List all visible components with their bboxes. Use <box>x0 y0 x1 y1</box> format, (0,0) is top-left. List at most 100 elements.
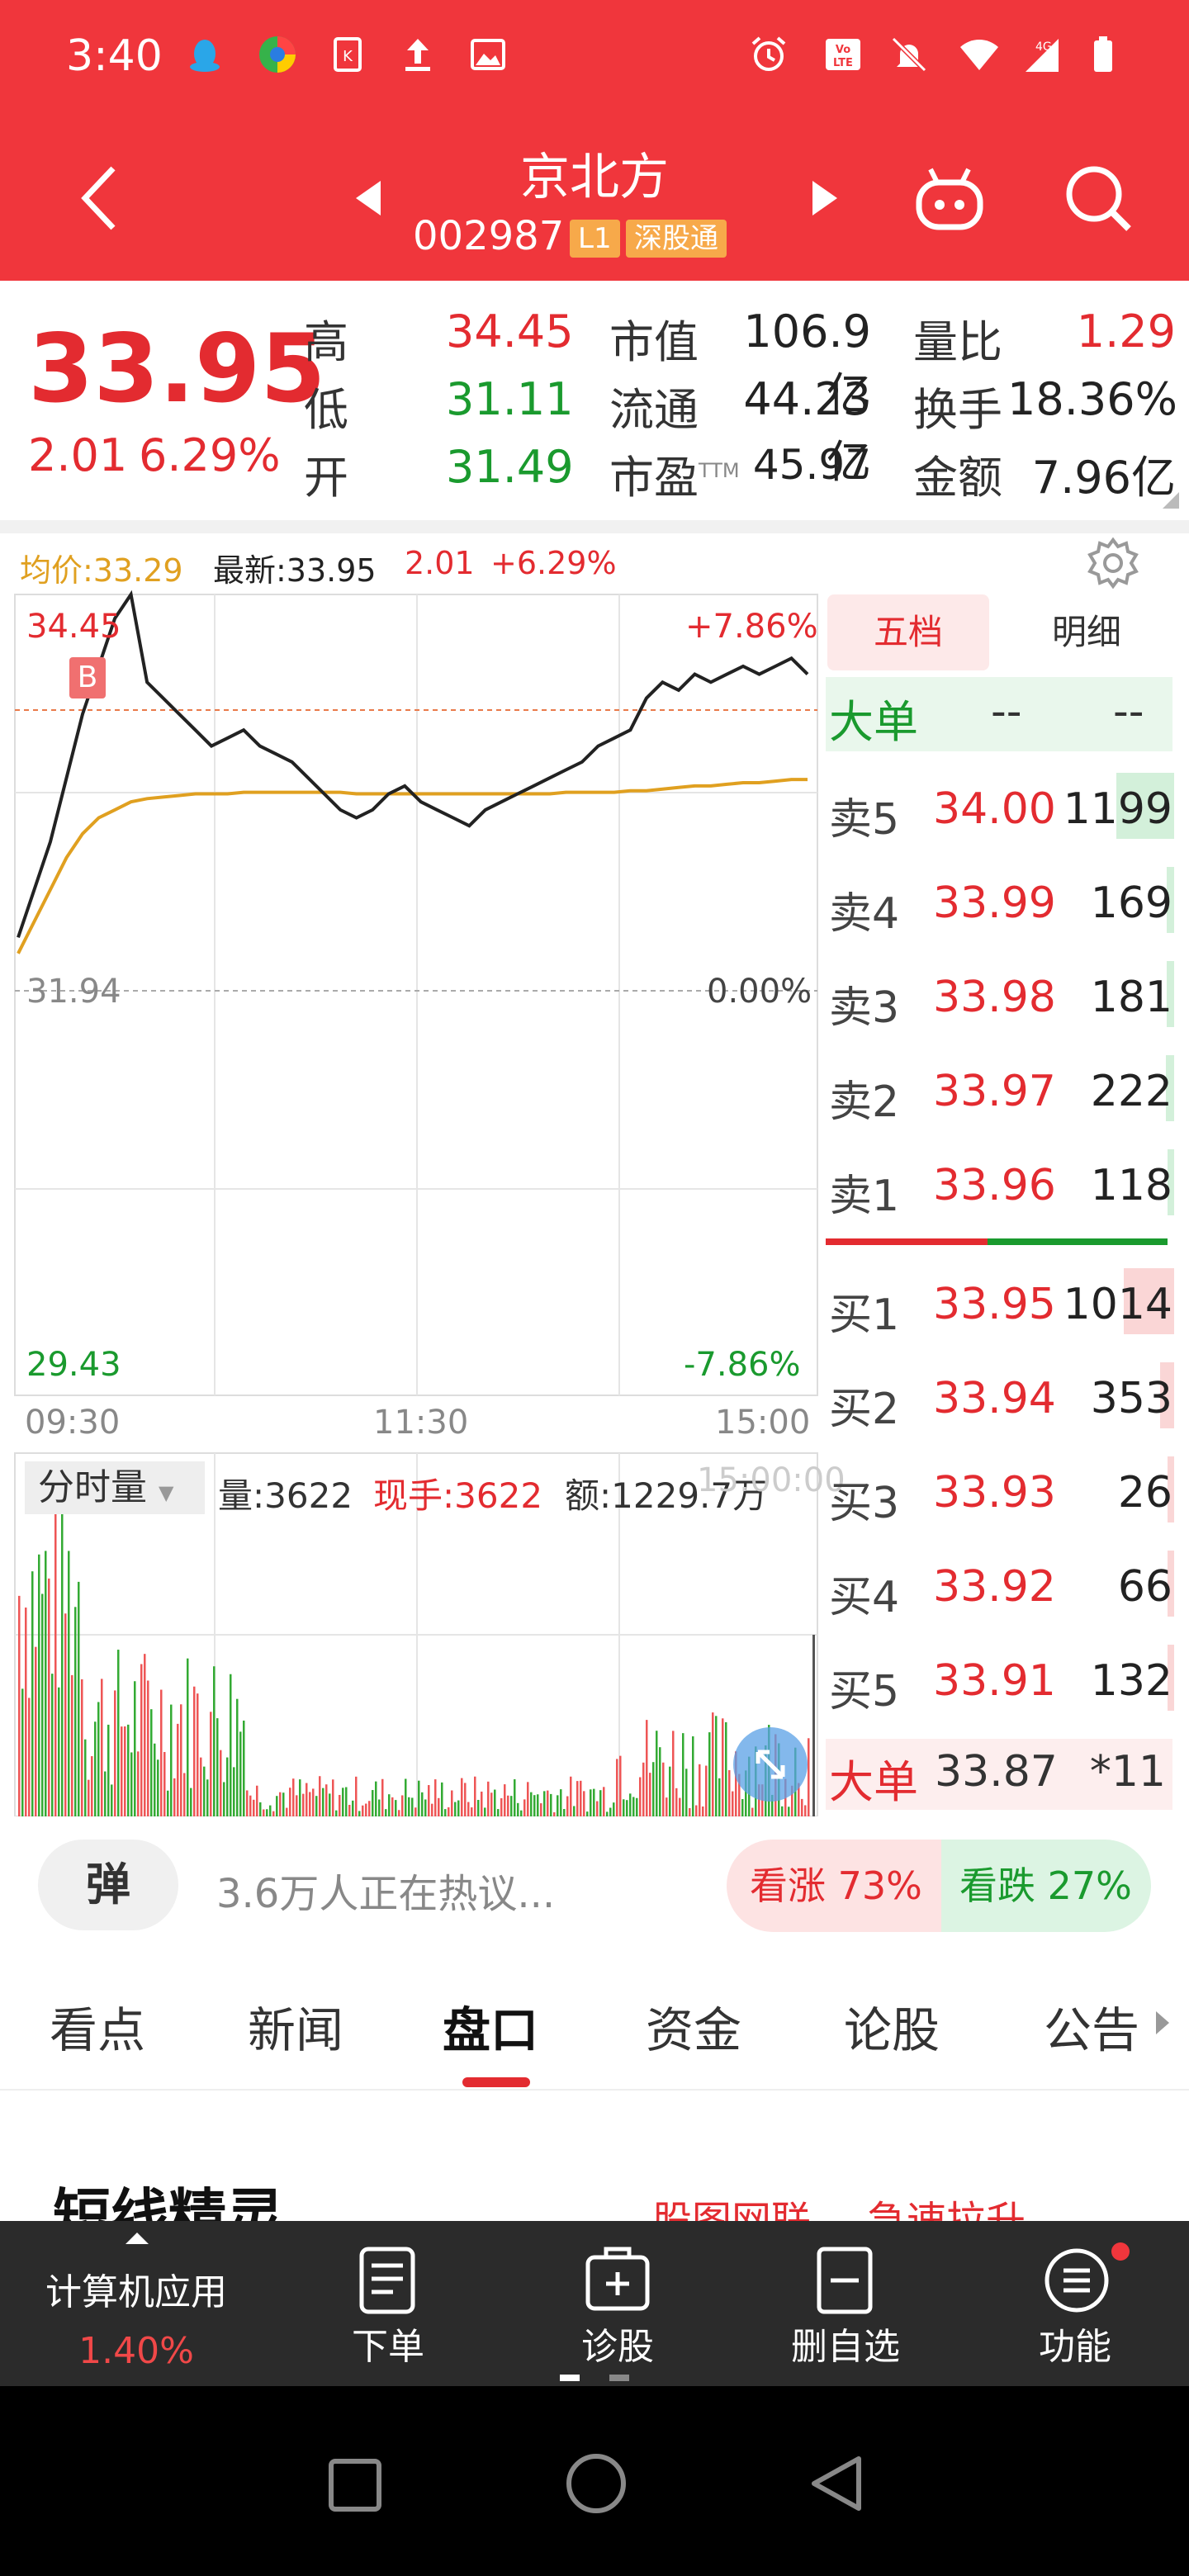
level-tag: L1 <box>570 220 620 258</box>
volume-bar <box>560 1789 562 1816</box>
volume-bar <box>596 1801 599 1816</box>
volume-bar <box>438 1797 440 1816</box>
volume-bar <box>662 1762 665 1816</box>
chart-settings-gear-icon[interactable] <box>1087 537 1139 590</box>
buy-sell-ratio-red <box>826 1238 988 1245</box>
buy-marker[interactable]: B <box>69 657 106 698</box>
order-icon[interactable] <box>357 2246 418 2315</box>
big-order-label: 大单 <box>829 696 918 748</box>
order-button[interactable]: 下单 <box>352 2326 424 2368</box>
remove-watchlist-button[interactable]: 删自选 <box>791 2326 900 2368</box>
big-trade-qty: *11 <box>1089 1747 1166 1797</box>
functions-button[interactable]: 功能 <box>1039 2326 1111 2368</box>
home-icon[interactable] <box>566 2454 626 2513</box>
bid-row-5[interactable]: 买5 33.91 132 <box>826 1633 1181 1724</box>
level-qty: 181 <box>1090 973 1172 1022</box>
diagnose-button[interactable]: 诊股 <box>581 2326 654 2368</box>
level-qty: 169 <box>1090 878 1172 928</box>
tab-trade-detail[interactable]: 明细 <box>1051 612 1121 652</box>
volume-bar <box>735 1751 737 1816</box>
volume-bar <box>68 1551 70 1816</box>
ask-row-4[interactable]: 卖2 33.97 222 <box>826 1044 1181 1134</box>
avg-price-legend: 均价:33.29 <box>20 552 183 589</box>
x-label-open: 09:30 <box>25 1404 121 1442</box>
bear-vote-button[interactable]: 看跌 27% <box>941 1840 1151 1932</box>
remove-watchlist-icon[interactable] <box>814 2246 875 2315</box>
ask-row-3[interactable]: 卖3 33.98 181 <box>826 949 1181 1040</box>
tab-handicap[interactable]: 盘口 <box>443 2002 539 2058</box>
diagnose-icon[interactable] <box>585 2246 651 2315</box>
volume-bar <box>385 1809 387 1816</box>
expand-corner-icon[interactable] <box>1163 492 1179 509</box>
bid-row-3[interactable]: 买3 33.93 26 <box>826 1445 1181 1536</box>
volume-bar <box>253 1799 255 1816</box>
high-value: 34.45 <box>446 305 574 358</box>
tab-highlights[interactable]: 看点 <box>50 2002 146 2058</box>
x-label-close: 15:00 <box>715 1404 811 1442</box>
volume-bar <box>481 1791 483 1816</box>
bid-row-2[interactable]: 买2 33.94 353 <box>826 1351 1181 1442</box>
tab-five-levels[interactable]: 五档 <box>827 594 989 670</box>
intraday-chart[interactable] <box>0 578 826 1816</box>
turnover-value: 18.36% <box>1007 373 1177 425</box>
back-icon[interactable] <box>808 2454 865 2513</box>
volume-bar <box>411 1797 414 1816</box>
sector-name[interactable]: 计算机应用 <box>45 2271 227 2313</box>
bull-vote-button[interactable]: 看涨 73% <box>727 1840 941 1932</box>
volume-bar <box>322 1788 324 1816</box>
qq-notification-icon <box>183 33 226 76</box>
volume-mode-select[interactable]: 分时量 ▼ <box>25 1461 205 1514</box>
volume-bar <box>428 1785 430 1816</box>
back-chevron-icon[interactable] <box>74 165 124 231</box>
level-qty: 66 <box>1117 1562 1172 1612</box>
volume-bar <box>484 1807 486 1816</box>
volume-bar <box>28 1698 31 1816</box>
tab-discussion[interactable]: 论股 <box>844 2002 940 2058</box>
big-order-val1: -- <box>991 687 1022 736</box>
volume-bar <box>457 1800 460 1816</box>
next-stock-icon[interactable] <box>805 173 846 223</box>
robot-assistant-icon[interactable] <box>908 157 991 239</box>
danmu-toggle-button[interactable]: 弹 <box>38 1840 178 1930</box>
depth-bar <box>1124 1268 1174 1334</box>
tab-capital[interactable]: 资金 <box>646 2002 742 2058</box>
volume-bar <box>45 1551 47 1816</box>
volume-bar <box>573 1806 576 1816</box>
volume-bar <box>798 1783 800 1816</box>
volume-bar <box>117 1650 120 1816</box>
svg-text:Vo: Vo <box>836 44 850 56</box>
discussion-count[interactable]: 3.6万人正在热议... <box>216 1871 556 1917</box>
bid-row-1[interactable]: 买1 33.95 1014 <box>826 1257 1181 1347</box>
bid-row-4[interactable]: 买4 33.92 66 <box>826 1539 1181 1630</box>
volume-bar <box>540 1803 542 1816</box>
ask-row-5[interactable]: 卖1 33.96 118 <box>826 1138 1181 1229</box>
volume-bar <box>170 1704 173 1816</box>
volume-bar <box>18 1595 21 1816</box>
volume-bar <box>107 1724 110 1816</box>
tab-news[interactable]: 新闻 <box>248 2002 344 2058</box>
volume-bar <box>454 1802 457 1816</box>
search-icon[interactable] <box>1057 157 1139 239</box>
volume-bar <box>78 1581 80 1816</box>
volume-bar <box>583 1791 585 1816</box>
volume-bar <box>623 1799 625 1816</box>
ask-row-2[interactable]: 卖4 33.99 169 <box>826 855 1181 946</box>
ask-row-1[interactable]: 卖5 34.00 1199 <box>826 761 1181 852</box>
recent-apps-icon[interactable] <box>329 2459 381 2512</box>
volume-bar <box>751 1807 754 1816</box>
pe-ttm-sup: TTM <box>699 459 740 482</box>
volume-bar <box>715 1716 718 1816</box>
volume-bar <box>272 1811 275 1816</box>
volume-bar <box>738 1773 741 1816</box>
volume-bar <box>372 1790 374 1816</box>
chevron-up-icon[interactable] <box>126 2233 149 2244</box>
volume-bar <box>586 1811 589 1816</box>
tabs-more-arrow-icon[interactable] <box>1156 2011 1169 2034</box>
volume-bar <box>94 1721 97 1816</box>
menu-icon[interactable] <box>1042 2246 1111 2315</box>
amount-label: 金额 <box>913 452 1002 504</box>
prev-stock-icon[interactable] <box>347 173 388 223</box>
fullscreen-toggle-icon[interactable] <box>733 1727 808 1802</box>
volume-bar <box>91 1756 93 1816</box>
tab-announcements[interactable]: 公告 <box>1044 2002 1140 2058</box>
